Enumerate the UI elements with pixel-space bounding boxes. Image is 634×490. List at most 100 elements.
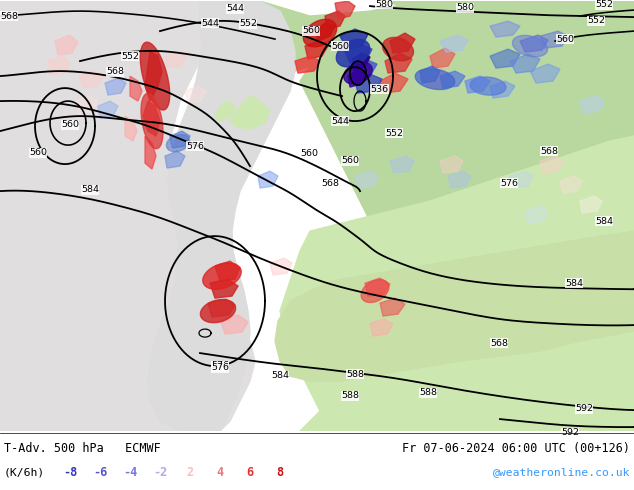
Text: 584: 584 (565, 279, 583, 288)
Polygon shape (143, 101, 160, 136)
Polygon shape (350, 59, 377, 79)
Text: 4: 4 (216, 466, 224, 479)
Polygon shape (510, 54, 540, 73)
Polygon shape (210, 279, 238, 298)
Text: 560: 560 (341, 156, 359, 165)
Polygon shape (170, 131, 190, 148)
Text: 560: 560 (300, 148, 318, 158)
Text: 576: 576 (500, 178, 518, 188)
Polygon shape (370, 319, 393, 336)
Polygon shape (270, 258, 292, 275)
Text: 584: 584 (81, 185, 99, 194)
Polygon shape (440, 71, 465, 88)
Polygon shape (200, 1, 634, 81)
Text: 536: 536 (370, 85, 388, 94)
Text: 6: 6 (247, 466, 254, 479)
Text: Fr 07-06-2024 06:00 UTC (00+126): Fr 07-06-2024 06:00 UTC (00+126) (402, 441, 630, 455)
Polygon shape (355, 74, 382, 93)
Text: 552: 552 (595, 0, 613, 9)
Polygon shape (185, 86, 206, 103)
Polygon shape (385, 53, 412, 73)
Polygon shape (465, 76, 490, 93)
Polygon shape (390, 156, 414, 173)
Polygon shape (490, 81, 515, 98)
Text: 544: 544 (331, 117, 349, 125)
Text: 552: 552 (587, 16, 605, 25)
Polygon shape (345, 44, 372, 63)
Polygon shape (98, 101, 118, 118)
Polygon shape (335, 1, 355, 19)
Text: 588: 588 (419, 388, 437, 397)
Text: 568: 568 (490, 339, 508, 347)
Polygon shape (203, 263, 241, 289)
Text: -2: -2 (153, 466, 167, 479)
Polygon shape (380, 73, 408, 93)
Polygon shape (470, 77, 506, 95)
Polygon shape (355, 171, 378, 188)
Polygon shape (430, 48, 455, 68)
Polygon shape (382, 37, 413, 61)
Polygon shape (125, 116, 137, 141)
Text: 576: 576 (211, 363, 229, 372)
Text: 544: 544 (226, 4, 244, 13)
Polygon shape (490, 21, 520, 37)
Text: 592: 592 (561, 428, 579, 437)
Text: 560: 560 (302, 26, 320, 35)
Polygon shape (258, 171, 278, 188)
Text: 588: 588 (346, 369, 364, 379)
Polygon shape (303, 19, 337, 47)
Text: 560: 560 (61, 120, 79, 129)
Polygon shape (130, 76, 142, 101)
Polygon shape (280, 136, 634, 411)
Polygon shape (512, 35, 548, 57)
Polygon shape (580, 196, 602, 213)
Polygon shape (208, 299, 235, 317)
Polygon shape (275, 231, 634, 381)
Polygon shape (415, 69, 455, 90)
Polygon shape (80, 71, 103, 88)
Polygon shape (440, 156, 463, 173)
Polygon shape (365, 278, 390, 296)
Text: T-Adv. 500 hPa   ECMWF: T-Adv. 500 hPa ECMWF (4, 441, 161, 455)
Text: 568: 568 (321, 179, 339, 188)
Polygon shape (510, 171, 533, 188)
Text: -8: -8 (63, 466, 77, 479)
Polygon shape (145, 51, 162, 101)
Polygon shape (325, 11, 345, 29)
Polygon shape (215, 261, 240, 281)
Polygon shape (390, 33, 415, 53)
Text: 576: 576 (186, 142, 204, 150)
Polygon shape (165, 151, 185, 168)
Text: (K/6h): (K/6h) (4, 467, 45, 477)
Text: 2: 2 (186, 466, 193, 479)
Polygon shape (336, 39, 370, 67)
Polygon shape (450, 1, 634, 71)
Text: 552: 552 (239, 19, 257, 28)
Text: 592: 592 (575, 404, 593, 413)
Polygon shape (220, 315, 248, 334)
Polygon shape (75, 96, 98, 113)
Text: 560: 560 (556, 35, 574, 44)
Text: 8: 8 (276, 466, 283, 479)
Polygon shape (344, 62, 372, 84)
Polygon shape (105, 78, 126, 95)
Polygon shape (305, 41, 328, 59)
Text: 568: 568 (540, 147, 558, 156)
Polygon shape (361, 280, 389, 302)
Text: 544: 544 (201, 19, 219, 27)
Polygon shape (525, 206, 548, 223)
Polygon shape (340, 29, 368, 49)
Polygon shape (448, 171, 471, 188)
Polygon shape (48, 56, 70, 75)
Polygon shape (165, 51, 186, 68)
Text: 580: 580 (456, 3, 474, 12)
Text: 584: 584 (595, 217, 613, 225)
Polygon shape (425, 68, 450, 88)
Text: 576: 576 (211, 361, 229, 370)
Text: 580: 580 (375, 0, 393, 9)
Text: 560: 560 (29, 148, 47, 157)
Polygon shape (540, 31, 568, 48)
Polygon shape (141, 94, 163, 148)
Polygon shape (230, 96, 270, 129)
Text: 568: 568 (0, 12, 18, 21)
